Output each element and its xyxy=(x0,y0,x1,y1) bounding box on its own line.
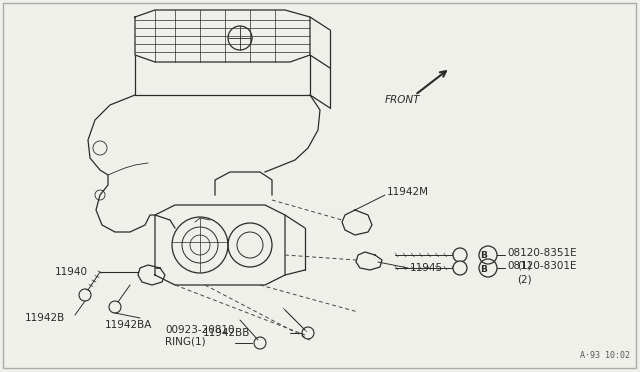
Text: 11942BA: 11942BA xyxy=(105,320,152,330)
Text: (1): (1) xyxy=(517,261,532,271)
Text: 11942BB: 11942BB xyxy=(203,328,250,338)
Text: 08120-8351E: 08120-8351E xyxy=(507,248,577,258)
Text: 11942B: 11942B xyxy=(25,313,65,323)
Circle shape xyxy=(453,261,467,275)
Text: FRONT: FRONT xyxy=(385,95,420,105)
Text: RING(1): RING(1) xyxy=(165,337,205,347)
Text: 11945: 11945 xyxy=(410,263,443,273)
Text: (2): (2) xyxy=(517,274,532,284)
Text: B: B xyxy=(481,264,488,273)
Text: A·93 10:02: A·93 10:02 xyxy=(580,351,630,360)
Text: 00923-20810: 00923-20810 xyxy=(165,325,234,335)
Text: 11940: 11940 xyxy=(55,267,88,277)
Text: 08120-8301E: 08120-8301E xyxy=(507,261,577,271)
Text: B: B xyxy=(481,251,488,260)
Circle shape xyxy=(453,248,467,262)
Text: 11942M: 11942M xyxy=(387,187,429,197)
